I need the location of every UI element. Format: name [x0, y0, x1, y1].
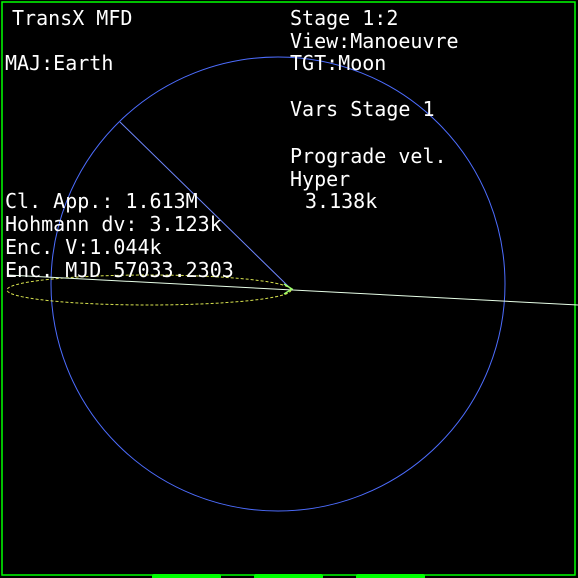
- variable-value: 3.138k: [305, 189, 377, 213]
- chevron-marker-icon: [283, 283, 294, 295]
- view-mode: View:Manoeuvre: [290, 29, 459, 53]
- orbit-radius-line: [119, 121, 292, 290]
- variable-mode: Hyper: [290, 167, 350, 191]
- softkey-3[interactable]: [356, 574, 425, 578]
- stage-indicator: Stage 1:2: [290, 6, 398, 30]
- softkey-2[interactable]: [254, 574, 323, 578]
- encounter-mjd-readout: Enc. MJD 57033.2303: [5, 258, 234, 282]
- softkey-1[interactable]: [152, 574, 221, 578]
- closest-approach-readout: Cl. App.: 1.613M: [5, 189, 198, 213]
- major-body: MAJ:Earth: [5, 51, 113, 75]
- hohmann-dv-readout: Hohmann dv: 3.123k: [5, 212, 222, 236]
- variable-label: Prograde vel.: [290, 144, 447, 168]
- encounter-velocity-readout: Enc. V:1.044k: [5, 235, 162, 259]
- trajectory-line: [7, 274, 578, 306]
- target-orbit-circle: [50, 56, 506, 512]
- vars-heading: Vars Stage 1: [290, 97, 435, 121]
- mfd-title: TransX MFD: [12, 6, 132, 30]
- target-body: TGT:Moon: [290, 51, 386, 75]
